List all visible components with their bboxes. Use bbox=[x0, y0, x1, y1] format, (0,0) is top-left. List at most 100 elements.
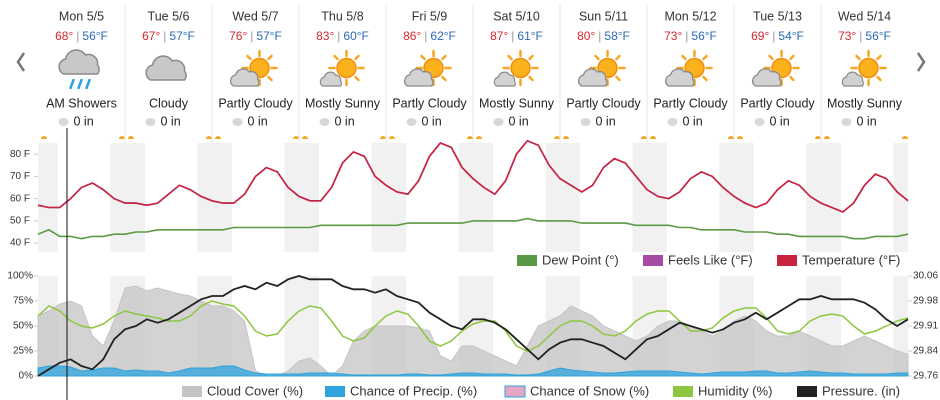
condition: Mostly Sunny bbox=[827, 96, 903, 110]
hi-lo: 80° | 58°F bbox=[577, 29, 630, 43]
legend-swatch bbox=[182, 386, 202, 397]
high-temp: 68° bbox=[55, 29, 73, 43]
sun-marker bbox=[902, 136, 908, 139]
precip-icon bbox=[319, 118, 330, 126]
condition: Cloudy bbox=[149, 96, 189, 110]
hi-lo: 73° | 56°F bbox=[664, 29, 717, 43]
y2-tick-label: 29.76 bbox=[913, 371, 938, 382]
precip-icon bbox=[406, 118, 417, 126]
low-temp: 54°F bbox=[778, 29, 803, 43]
separator: | bbox=[859, 29, 862, 43]
separator: | bbox=[163, 29, 166, 43]
condition: Partly Cloudy bbox=[218, 96, 293, 110]
low-temp: 56°F bbox=[82, 29, 107, 43]
y-tick-label: 70 F bbox=[10, 171, 30, 182]
separator: | bbox=[772, 29, 775, 43]
sun-marker bbox=[824, 136, 830, 139]
precip-icon bbox=[493, 118, 504, 126]
condition: Mostly Sunny bbox=[479, 96, 555, 110]
precip-amount: 0 in bbox=[161, 114, 181, 128]
night-band bbox=[38, 143, 58, 252]
high-temp: 76° bbox=[229, 29, 247, 43]
legend-label: Chance of Precip. (%) bbox=[350, 383, 477, 398]
sun-marker bbox=[737, 136, 743, 139]
night-band bbox=[110, 143, 145, 252]
night-band bbox=[545, 143, 580, 252]
high-temp: 86° bbox=[403, 29, 421, 43]
weather-icon bbox=[145, 55, 187, 81]
weather-icon bbox=[494, 51, 537, 86]
y-tick-label: 50% bbox=[13, 321, 33, 332]
precip-amount: 0 in bbox=[683, 114, 703, 128]
separator: | bbox=[76, 29, 79, 43]
precip-icon bbox=[580, 118, 591, 126]
legend-label: Humidity (%) bbox=[698, 383, 772, 398]
precip-amount: 0 in bbox=[248, 114, 268, 128]
y-tick-label: 60 F bbox=[10, 193, 30, 204]
condition: AM Showers bbox=[46, 96, 117, 110]
y2-tick-label: 29.84 bbox=[913, 346, 938, 357]
low-temp: 62°F bbox=[430, 29, 455, 43]
legend-swatch bbox=[797, 386, 817, 397]
sun-marker bbox=[293, 136, 299, 139]
next-arrow[interactable] bbox=[916, 52, 926, 72]
hi-lo: 67° | 57°F bbox=[142, 29, 195, 43]
precip-amount: 0 in bbox=[74, 114, 94, 128]
sun-marker bbox=[302, 136, 308, 139]
legend-label: Cloud Cover (%) bbox=[207, 383, 303, 398]
day-date: Wed 5/14 bbox=[838, 9, 891, 23]
legend-swatch bbox=[643, 255, 663, 266]
separator: | bbox=[337, 29, 340, 43]
weather-icon bbox=[579, 51, 625, 86]
day-date: Tue 5/6 bbox=[148, 9, 190, 23]
condition: Partly Cloudy bbox=[740, 96, 815, 110]
high-temp: 83° bbox=[316, 29, 334, 43]
night-band bbox=[893, 143, 908, 252]
y-tick-label: 50 F bbox=[10, 215, 30, 226]
precip-icon bbox=[232, 118, 243, 126]
y2-tick-label: 29.98 bbox=[913, 296, 938, 307]
legend-label: Temperature (°F) bbox=[802, 252, 900, 267]
sun-marker bbox=[41, 136, 47, 139]
legend-label: Chance of Snow (%) bbox=[530, 383, 649, 398]
series-line bbox=[37, 275, 909, 377]
series-line bbox=[37, 300, 909, 352]
condition: Mostly Sunny bbox=[305, 96, 381, 110]
day-date: Mon 5/12 bbox=[664, 9, 716, 23]
series-line bbox=[37, 139, 909, 213]
high-temp: 69° bbox=[751, 29, 769, 43]
prev-arrow[interactable] bbox=[16, 52, 26, 72]
hi-lo: 76° | 57°F bbox=[229, 29, 282, 43]
separator: | bbox=[685, 29, 688, 43]
y-tick-label: 0% bbox=[19, 371, 34, 382]
high-temp: 73° bbox=[838, 29, 856, 43]
precip-amount: 0 in bbox=[857, 114, 877, 128]
weather-icon bbox=[842, 51, 885, 86]
sun-marker bbox=[650, 136, 656, 139]
sun-marker bbox=[815, 136, 821, 139]
day-date: Fri 5/9 bbox=[412, 9, 447, 23]
weather-icon bbox=[59, 50, 99, 88]
precip-icon bbox=[58, 118, 69, 126]
sun-marker bbox=[389, 136, 395, 139]
series-area bbox=[37, 285, 909, 377]
sun-marker bbox=[380, 136, 386, 139]
legend-label: Feels Like (°F) bbox=[668, 252, 753, 267]
low-temp: 56°F bbox=[691, 29, 716, 43]
y-tick-label: 25% bbox=[13, 346, 33, 357]
y-tick-label: 100% bbox=[7, 271, 33, 282]
precip-amount: 0 in bbox=[596, 114, 616, 128]
low-temp: 57°F bbox=[169, 29, 194, 43]
separator: | bbox=[250, 29, 253, 43]
day-date: Sat 5/10 bbox=[493, 9, 540, 23]
weather-icon bbox=[320, 51, 363, 86]
day-date: Tue 5/13 bbox=[753, 9, 802, 23]
hi-lo: 87° | 61°F bbox=[490, 29, 543, 43]
condition: Partly Cloudy bbox=[566, 96, 641, 110]
day-date: Thu 5/8 bbox=[321, 9, 363, 23]
y-tick-label: 75% bbox=[13, 296, 33, 307]
condition: Partly Cloudy bbox=[653, 96, 728, 110]
precip-amount: 0 in bbox=[509, 114, 529, 128]
precip-icon bbox=[667, 118, 678, 126]
y2-tick-label: 29.91 bbox=[913, 321, 938, 332]
